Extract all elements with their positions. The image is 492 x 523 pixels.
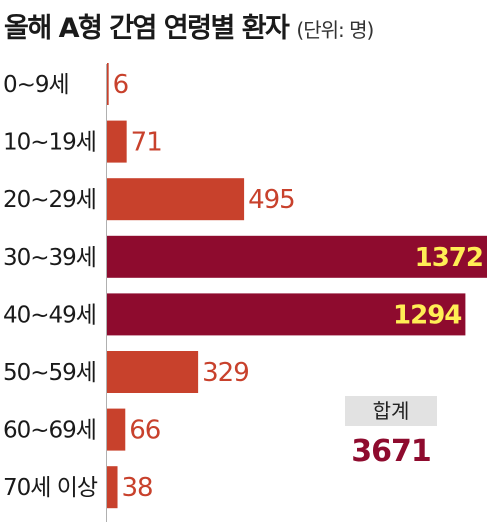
bar: [107, 120, 127, 163]
y-axis-line: [106, 64, 107, 522]
bar: [107, 351, 199, 393]
category-label: 10~19세: [3, 130, 96, 156]
value-label: 66: [129, 416, 160, 446]
bar: [107, 293, 466, 336]
bar: [107, 235, 487, 278]
value-label: 495: [248, 185, 295, 215]
category-label: 20~29세: [3, 187, 96, 213]
category-label: 60~69세: [3, 418, 96, 444]
category-label: 40~49세: [3, 302, 96, 328]
bar: [107, 63, 109, 105]
chart-title: 올해 A형 간염 연령별 환자: [4, 13, 290, 44]
value-label: 1372: [415, 243, 483, 273]
category-label: 30~39세: [3, 245, 96, 271]
total-label: 합계: [345, 396, 437, 426]
total-value: 3671: [351, 434, 432, 469]
bar: [107, 466, 118, 509]
value-label: 1294: [393, 300, 461, 330]
category-label: 0~9세: [3, 72, 69, 98]
bar: [107, 178, 245, 221]
chart-subtitle: (단위: 명): [296, 18, 374, 42]
value-label: 71: [131, 128, 162, 158]
total-box: 합계 3671: [331, 386, 451, 489]
value-label: 6: [113, 70, 129, 100]
value-label: 38: [122, 473, 153, 503]
title-row: 올해 A형 간염 연령별 환자 (단위: 명): [4, 6, 374, 45]
bar: [107, 408, 126, 451]
category-label: 70세 이상: [3, 475, 98, 501]
category-label: 50~59세: [3, 360, 96, 386]
value-label: 329: [202, 358, 249, 388]
